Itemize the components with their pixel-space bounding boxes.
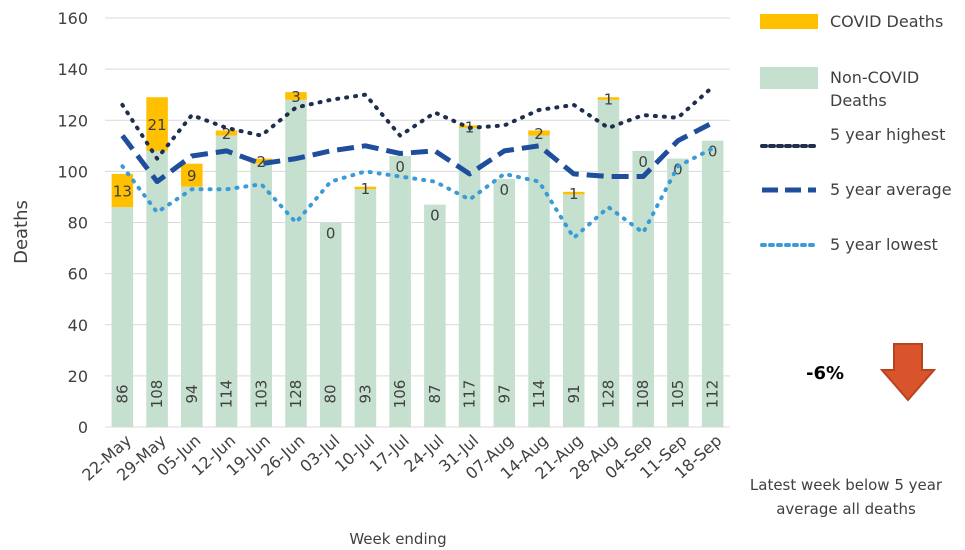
- bar-label-covid: 0: [638, 153, 648, 171]
- bar-non-covid: [493, 179, 516, 427]
- legend-swatch-average: [762, 187, 816, 193]
- legend-label-average: 5 year average: [830, 180, 952, 199]
- bar-non-covid: [597, 99, 620, 428]
- bars: [111, 92, 724, 428]
- y-axis-title: Deaths: [11, 200, 32, 264]
- line-5-year-highest: [120, 85, 715, 161]
- bar-label-non-covid: 80: [322, 384, 340, 403]
- bar-label-non-covid: 93: [356, 384, 374, 403]
- bar-covid: [146, 97, 168, 151]
- bar-label-non-covid: 87: [426, 384, 444, 403]
- y-tick-label: 140: [57, 60, 88, 79]
- y-tick-label: 0: [78, 418, 88, 437]
- legend-label-highest: 5 year highest: [830, 125, 946, 144]
- bar-non-covid: [354, 189, 377, 427]
- bar-label-covid: 2: [256, 153, 266, 171]
- bar-value-labels: 8613108219491142103212838009311060870117…: [113, 88, 722, 408]
- bar-label-covid: 1: [569, 185, 579, 203]
- bar-non-covid: [146, 150, 168, 428]
- bar-non-covid: [215, 135, 238, 427]
- legend-label-covid: COVID Deaths: [830, 12, 944, 31]
- percent-change: -6%: [806, 363, 845, 384]
- lines: [120, 85, 715, 240]
- bar-non-covid: [667, 158, 689, 427]
- bar-covid: [528, 130, 550, 136]
- down-arrow-icon: [880, 343, 936, 402]
- bar-non-covid: [389, 156, 411, 427]
- line-5-year-average: [120, 120, 714, 185]
- bar-label-non-covid: 86: [113, 384, 131, 403]
- bar-non-covid: [458, 127, 481, 427]
- bar-label-covid: 9: [187, 167, 197, 185]
- bar-covid: [562, 191, 585, 195]
- legend: COVID Deaths Non-COVID Deaths 5 year hig…: [752, 0, 965, 300]
- bar-covid: [285, 92, 307, 100]
- bar-covid: [250, 158, 273, 164]
- bar-label-non-covid: 97: [495, 384, 513, 403]
- legend-swatch-noncovid: [760, 67, 818, 89]
- bar-label-covid: 0: [326, 225, 336, 243]
- legend-label-noncovid: Non-COVID Deaths: [830, 68, 920, 110]
- bar-label-covid: 1: [604, 91, 614, 109]
- line-5-year-lowest: [120, 146, 715, 240]
- bar-covid: [597, 97, 620, 100]
- bar-non-covid: [424, 204, 446, 427]
- y-tick-labels: 0 20 40 60 80 100 120 140 160: [57, 9, 88, 437]
- bar-label-non-covid: 114: [218, 380, 236, 409]
- gridlines: [105, 17, 730, 428]
- bar-label-non-covid: 108: [634, 380, 652, 409]
- bar-label-covid: 13: [113, 183, 132, 201]
- y-tick-label: 80: [68, 214, 88, 233]
- bar-non-covid: [701, 140, 724, 427]
- y-tick-label: 160: [57, 9, 88, 28]
- bar-non-covid: [562, 194, 585, 427]
- bar-label-non-covid: 112: [704, 380, 722, 409]
- bar-label-covid: 0: [430, 207, 440, 225]
- bar-label-non-covid: 114: [530, 380, 548, 409]
- bar-label-non-covid: 103: [252, 380, 270, 409]
- bar-non-covid: [319, 222, 342, 427]
- bar-label-non-covid: 128: [287, 380, 305, 409]
- bar-covid: [215, 130, 238, 136]
- bar-non-covid: [250, 163, 273, 428]
- y-tick-label: 60: [68, 265, 88, 284]
- latest-week-note: Latest week below 5 year average all dea…: [749, 476, 943, 518]
- bar-label-non-covid: 105: [669, 380, 687, 409]
- bar-label-non-covid: 94: [183, 384, 201, 403]
- bar-non-covid: [285, 99, 307, 428]
- legend-label-lowest: 5 year lowest: [830, 235, 938, 254]
- bar-label-non-covid: 108: [148, 380, 166, 409]
- bar-label-covid: 0: [500, 181, 510, 199]
- bar-label-covid: 2: [534, 125, 544, 143]
- bar-label-covid: 1: [361, 180, 371, 198]
- bar-covid: [111, 173, 134, 208]
- x-tick-labels: 22-May29-May05-Jun12-Jun19-Jun26-Jun03-J…: [78, 431, 725, 485]
- bar-label-covid: 21: [148, 116, 167, 134]
- bar-non-covid: [181, 186, 203, 427]
- bar-label-non-covid: 128: [599, 380, 617, 409]
- legend-swatch-covid: [760, 14, 818, 29]
- legend-swatch-lowest: [760, 243, 818, 247]
- legend-swatch-highest: [760, 144, 818, 148]
- bar-non-covid: [528, 135, 550, 427]
- bar-label-non-covid: 106: [391, 380, 409, 409]
- bar-label-covid: 0: [673, 161, 683, 179]
- bar-non-covid: [111, 207, 134, 427]
- y-tick-label: 120: [57, 111, 88, 130]
- y-tick-label: 40: [68, 316, 88, 335]
- x-axis-title: Week ending: [349, 530, 446, 548]
- bar-label-covid: 2: [222, 125, 232, 143]
- bar-covid: [181, 163, 203, 187]
- bar-label-non-covid: 117: [461, 380, 479, 409]
- y-tick-label: 100: [57, 162, 88, 181]
- y-tick-label: 20: [68, 367, 88, 386]
- bar-label-non-covid: 91: [565, 384, 583, 403]
- bar-label-covid: 0: [395, 158, 405, 176]
- bar-label-covid: 3: [291, 88, 301, 106]
- bar-label-covid: 0: [708, 143, 718, 161]
- bar-covid: [354, 186, 377, 190]
